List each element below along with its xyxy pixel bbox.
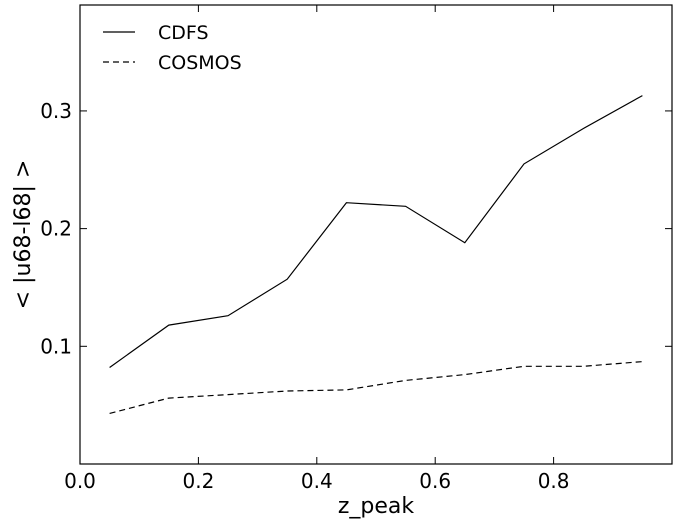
series-line-cosmos (109, 361, 643, 414)
plot-frame (79, 4, 673, 465)
y-tick-label: 0.1 (40, 334, 72, 358)
y-tick-label: 0.2 (40, 217, 72, 241)
series-line-cdfs (109, 95, 643, 368)
x-tick-label: 0.4 (301, 469, 333, 493)
legend: CDFS COSMOS (103, 22, 242, 74)
legend-label-cdfs: CDFS (158, 22, 209, 44)
tick-labels: 0.0 0.2 0.4 0.6 0.8 0.1 0.2 0.3 (40, 99, 569, 493)
y-axis-label: < |u68-l68| > (11, 160, 36, 310)
x-tick-label: 0.6 (419, 469, 451, 493)
axis-ticks (79, 5, 672, 464)
y-tick-label: 0.3 (40, 99, 72, 123)
series-lines (109, 95, 643, 414)
legend-label-cosmos: COSMOS (158, 52, 242, 74)
x-tick-label: 0.2 (182, 469, 214, 493)
x-tick-label: 0.8 (538, 469, 570, 493)
x-axis-label: z_peak (338, 494, 415, 519)
x-tick-label: 0.0 (64, 469, 96, 493)
